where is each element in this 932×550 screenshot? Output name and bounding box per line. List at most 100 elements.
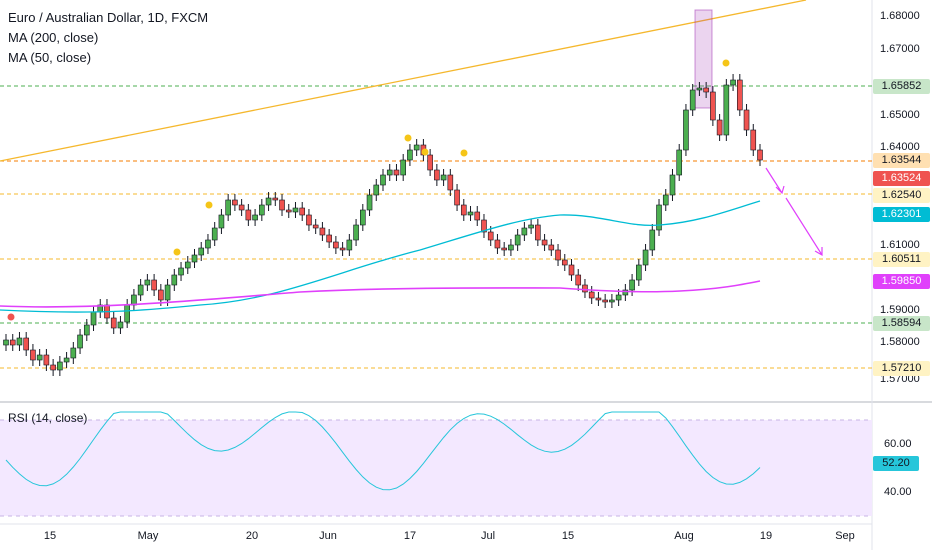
candle-body <box>63 357 70 363</box>
candle-body <box>131 294 137 306</box>
ma200-line <box>0 280 761 308</box>
price-tag-level: 1.60511 <box>873 252 930 267</box>
candle-body <box>622 289 629 296</box>
candle-body <box>171 274 178 286</box>
candle-body <box>481 219 487 233</box>
candle-body <box>434 169 440 181</box>
candle-body <box>299 207 306 216</box>
candle-body <box>454 189 460 206</box>
candle-body <box>292 207 299 213</box>
candle-body <box>16 337 23 346</box>
candle-body <box>70 347 77 359</box>
candle-body <box>117 321 124 329</box>
time-axis-label: 15 <box>43 530 57 542</box>
rsi-axis-label: 60.00 <box>884 438 912 450</box>
time-axis-label: Sep <box>835 530 855 542</box>
candle-body <box>440 174 447 181</box>
candle-body <box>386 169 393 176</box>
candle-body <box>737 79 743 111</box>
projection-arrow <box>785 197 823 257</box>
candle-body <box>158 289 164 301</box>
rsi-value-tag: 52.20 <box>873 456 919 471</box>
candle-body <box>501 247 507 251</box>
candle-body <box>312 224 319 229</box>
price-tag-support: 1.58594 <box>873 316 930 331</box>
candle-body <box>649 229 656 251</box>
candle-body <box>561 259 568 266</box>
rsi-band <box>0 420 872 516</box>
candle-body <box>656 204 662 231</box>
signal-dot <box>404 134 412 142</box>
candle-body <box>252 214 258 221</box>
candle-body <box>211 227 218 241</box>
symbol-title[interactable]: Euro / Australian Dollar, 1D, FXCM <box>8 10 209 25</box>
candle-body <box>615 294 622 301</box>
candle-body <box>494 239 501 249</box>
candle-body <box>238 204 245 211</box>
candle-body <box>460 204 467 216</box>
rsi-legend[interactable]: RSI (14, close) <box>8 411 88 425</box>
price-axis-label: 1.64000 <box>880 141 920 153</box>
signal-dot <box>421 148 429 156</box>
candle-body <box>205 239 211 249</box>
candle-body <box>319 227 326 236</box>
candle-body <box>447 174 454 191</box>
candle-body <box>743 109 750 131</box>
candle-body <box>77 334 83 349</box>
candle-body <box>535 224 541 241</box>
candle-body <box>366 194 373 211</box>
highlight-box <box>694 9 713 109</box>
price-axis-label: 1.58000 <box>880 336 920 348</box>
price-axis-label: 1.67000 <box>880 43 920 55</box>
time-axis-label: 19 <box>759 530 773 542</box>
time-axis-label: 15 <box>561 530 575 542</box>
candle-body <box>642 249 649 266</box>
candle-body <box>689 89 696 111</box>
price-axis-label: 1.61000 <box>880 239 920 251</box>
price-tag-level: 1.57210 <box>873 361 930 376</box>
candle-body <box>191 254 198 263</box>
candle-body <box>259 204 265 216</box>
ma200-legend[interactable]: MA (200, close) <box>8 30 99 45</box>
price-axis-label: 1.65000 <box>880 109 920 121</box>
candle-body <box>508 244 514 251</box>
candle-body <box>184 261 191 269</box>
time-axis-label: 20 <box>245 530 259 542</box>
ma50-legend[interactable]: MA (50, close) <box>8 50 92 65</box>
candle-body <box>602 299 608 303</box>
candle-body <box>757 149 763 161</box>
candle-body <box>23 337 29 351</box>
candle-body <box>30 349 36 361</box>
candle-body <box>36 354 43 361</box>
candle-body <box>609 299 615 303</box>
candle-body <box>57 361 63 371</box>
candle-body <box>333 241 339 249</box>
trend-line <box>0 0 807 162</box>
candle-body <box>662 194 669 206</box>
candle-body <box>3 339 9 346</box>
candle-body <box>137 284 144 296</box>
candle-body <box>400 159 406 176</box>
price-tag-ma50: 1.62301 <box>873 207 930 222</box>
candle-body <box>703 87 709 93</box>
price-tag-level: 1.62540 <box>873 188 930 203</box>
price-axis-label: 1.59000 <box>880 304 920 316</box>
candle-body <box>696 87 703 91</box>
candle-body <box>232 199 238 206</box>
time-axis-label: May <box>137 530 159 542</box>
candle-body <box>164 284 171 301</box>
candle-body <box>218 214 225 229</box>
candle-body <box>521 227 528 236</box>
candle-body <box>339 247 346 251</box>
candle-body <box>245 209 252 221</box>
candle-body <box>629 279 635 291</box>
candle-body <box>110 317 117 329</box>
price-axis-label: 1.57000 <box>880 373 920 385</box>
signal-dot <box>173 248 181 256</box>
price-axis-label: 1.68000 <box>880 10 920 22</box>
candle-body <box>595 297 602 301</box>
candle-body <box>474 211 481 221</box>
candle-body <box>144 279 151 286</box>
ma50-line <box>0 200 761 313</box>
